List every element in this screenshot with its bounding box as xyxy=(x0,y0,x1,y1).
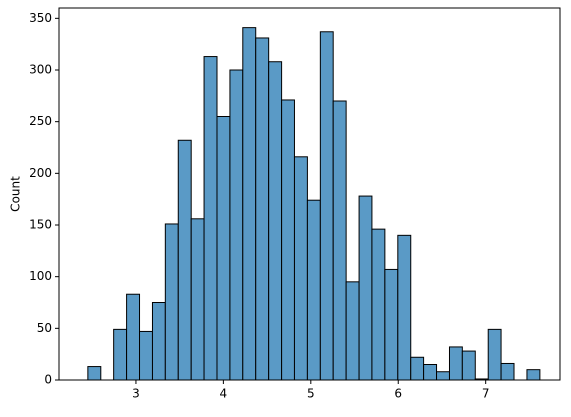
bar xyxy=(461,350,476,381)
bar xyxy=(268,61,283,381)
bar xyxy=(345,281,360,381)
bar xyxy=(164,223,179,381)
bar xyxy=(190,218,205,381)
y-tick-label: 200 xyxy=(29,166,52,180)
bar xyxy=(177,139,192,381)
y-tick-label: 250 xyxy=(29,114,52,128)
bar xyxy=(216,116,231,381)
bar xyxy=(487,328,502,381)
bar xyxy=(526,369,541,381)
x-tick-label: 6 xyxy=(394,387,402,401)
bar xyxy=(358,195,373,381)
bar xyxy=(306,199,321,381)
bar xyxy=(384,268,399,381)
bar xyxy=(293,156,308,381)
bar xyxy=(332,100,347,381)
bar xyxy=(203,56,218,381)
x-tick-label: 7 xyxy=(482,387,490,401)
bar xyxy=(410,356,425,381)
bar xyxy=(281,99,295,381)
x-tick-label: 5 xyxy=(307,387,315,401)
bar xyxy=(139,330,153,381)
bar xyxy=(113,328,128,381)
bar xyxy=(423,364,438,381)
y-tick-label: 350 xyxy=(29,11,52,25)
y-tick-label: 0 xyxy=(44,373,52,387)
bar xyxy=(397,234,412,381)
bar xyxy=(255,37,270,381)
y-tick-label: 50 xyxy=(37,321,52,335)
axes-frame xyxy=(58,7,561,381)
bar xyxy=(151,302,166,381)
bar xyxy=(242,27,257,381)
bar xyxy=(500,362,515,381)
x-tick-label: 4 xyxy=(220,387,228,401)
y-tick-label: 100 xyxy=(29,269,52,283)
x-tick-label: 3 xyxy=(132,387,140,401)
bar xyxy=(448,346,463,381)
bar xyxy=(126,293,141,381)
bar xyxy=(229,69,244,381)
y-tick-label: 300 xyxy=(29,63,52,77)
bar xyxy=(436,371,450,381)
bar xyxy=(371,228,386,381)
y-axis-label: Count xyxy=(9,176,23,212)
y-tick-label: 150 xyxy=(29,218,52,232)
bar xyxy=(87,366,102,381)
bar xyxy=(319,31,334,381)
